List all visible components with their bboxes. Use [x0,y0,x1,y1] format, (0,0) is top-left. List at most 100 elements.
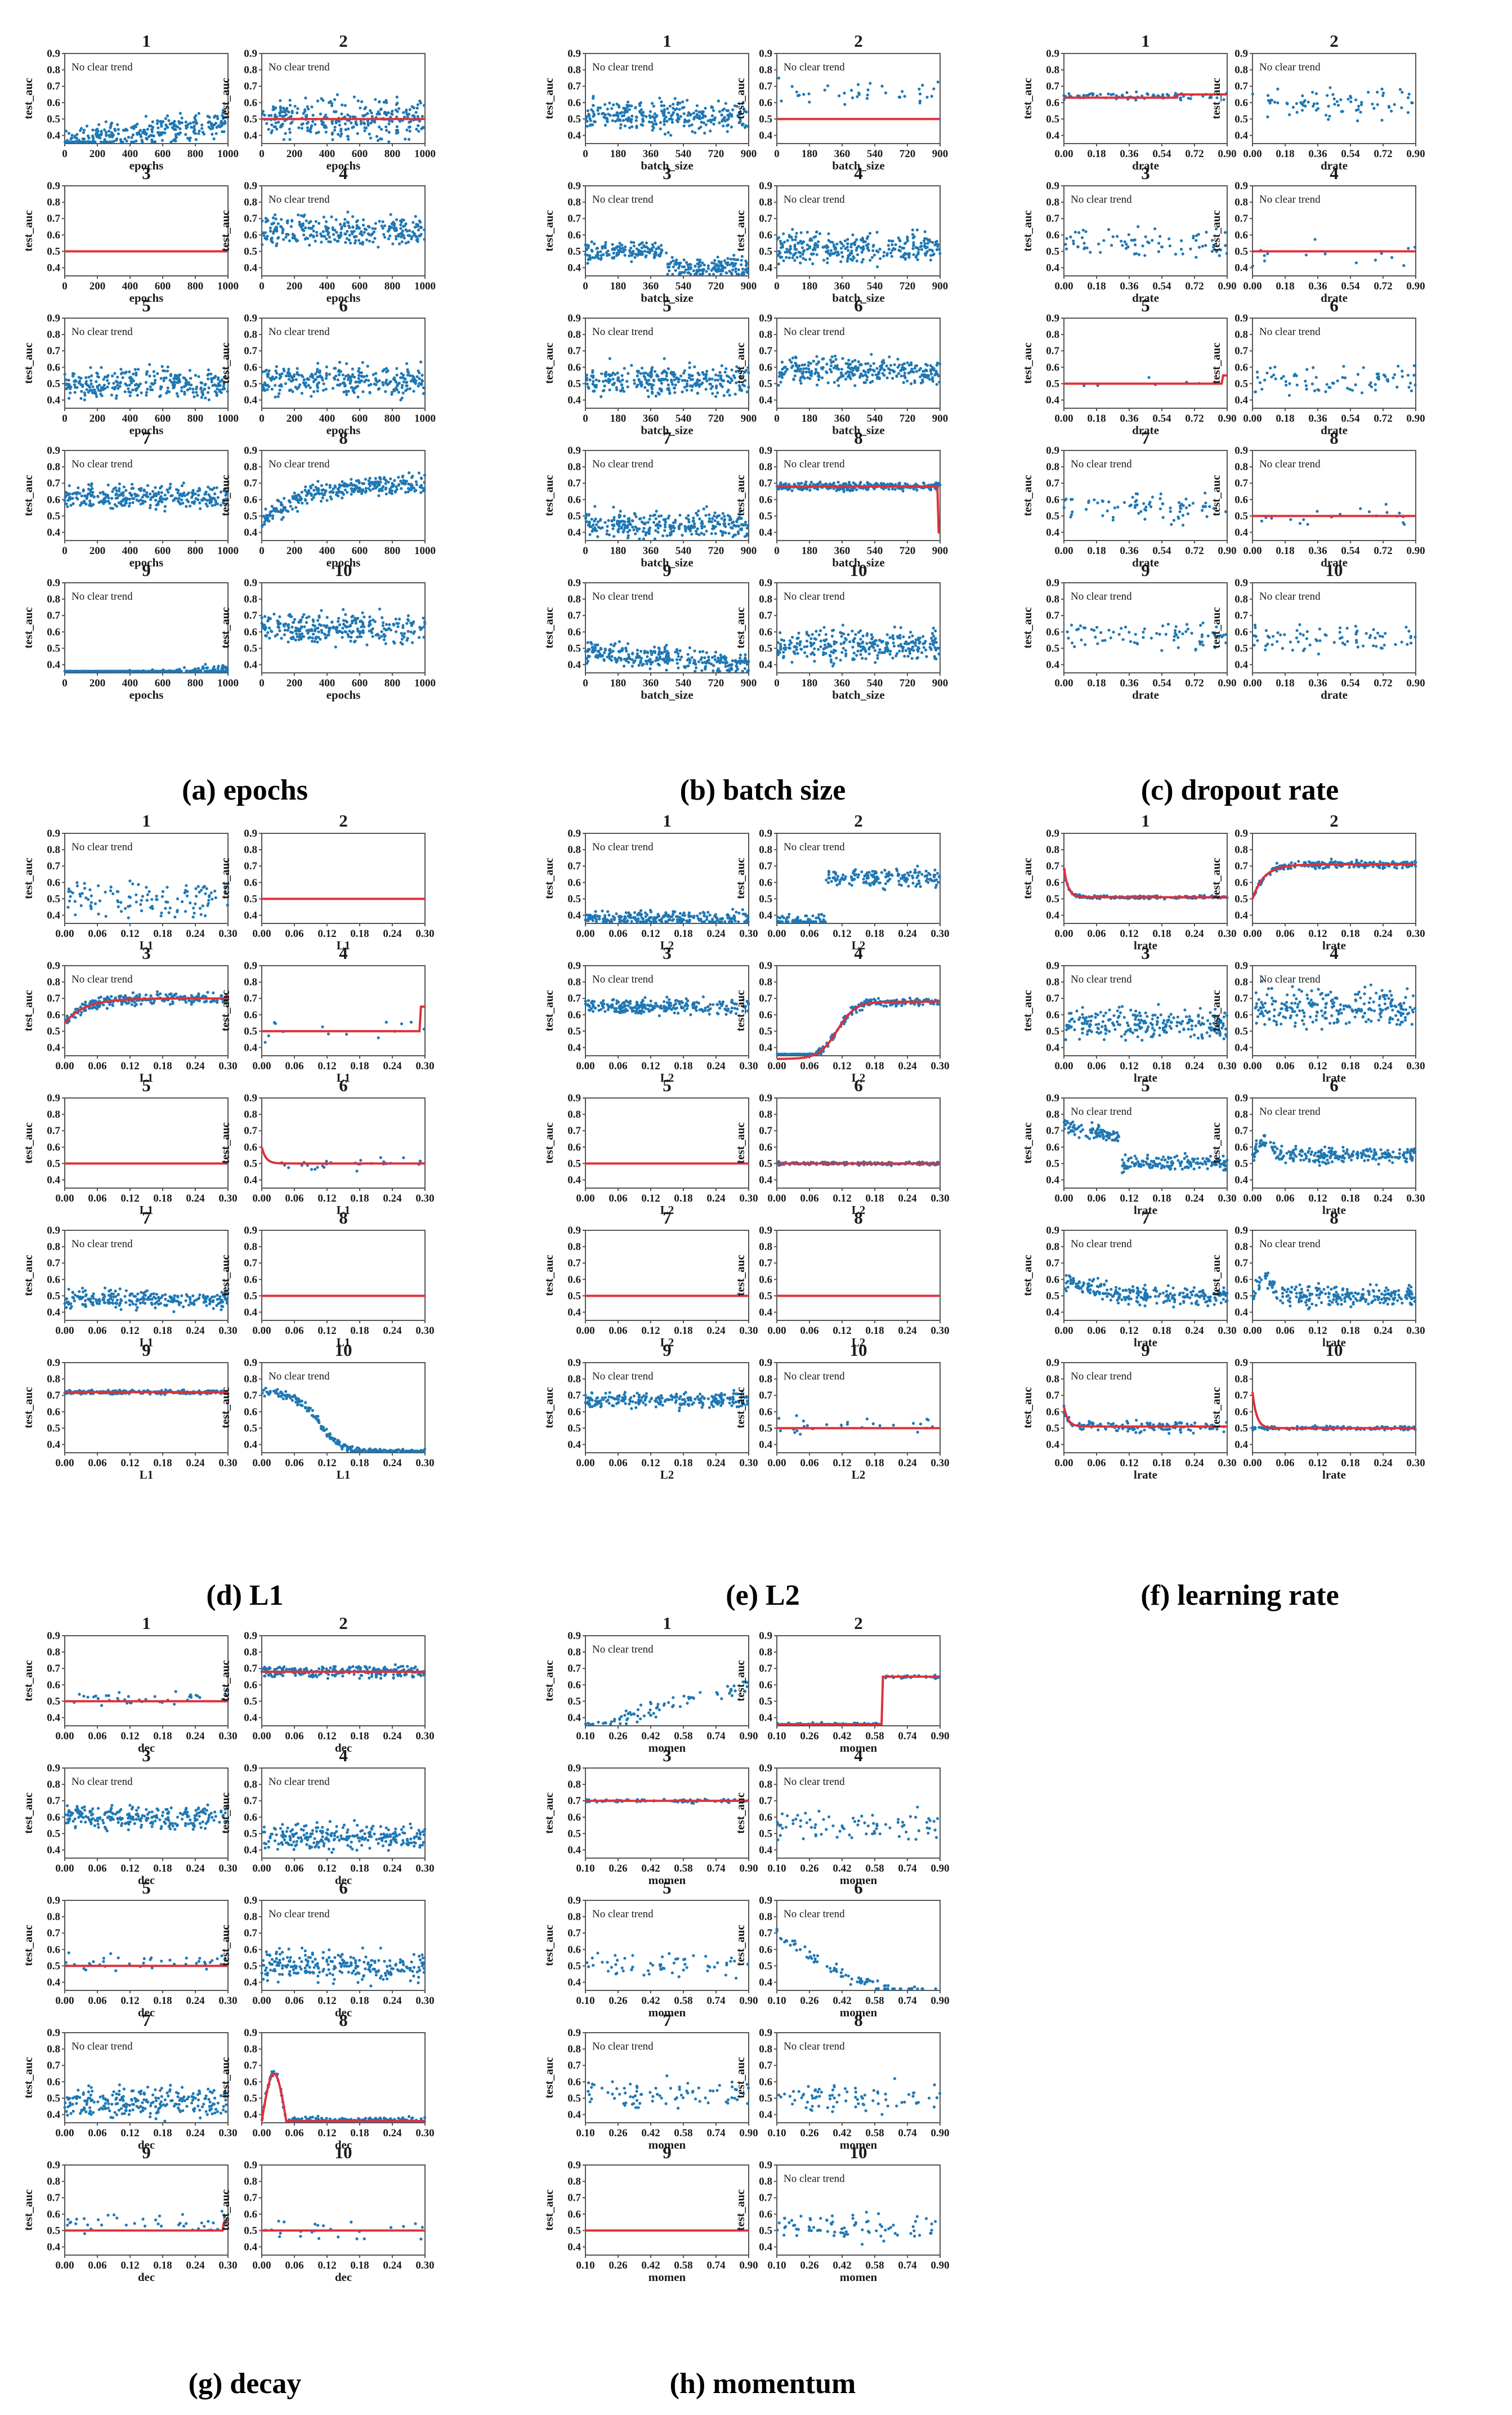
data-point [261,243,264,246]
data-point [650,372,653,376]
data-point [677,377,680,381]
data-point [166,669,169,673]
data-point [150,134,154,137]
data-point [913,367,916,370]
data-point [679,374,683,378]
data-point [652,126,655,130]
data-point [408,108,411,111]
data-point [315,384,319,387]
data-point [273,229,276,233]
data-point [364,106,368,109]
data-point [808,100,811,104]
data-point [935,240,938,243]
data-point [641,241,644,244]
data-point [869,381,872,384]
data-point [857,360,860,364]
data-point [714,532,717,535]
data-point [160,122,163,126]
data-point [708,273,711,276]
data-point [679,115,683,118]
data-point [278,373,281,377]
data-point [799,231,803,234]
data-point [595,254,598,257]
data-point [287,374,290,378]
data-point [134,387,137,391]
data-point [335,239,339,243]
data-point [222,385,225,388]
data-point [309,220,312,223]
data-point [703,131,706,135]
y-tick-label: 0.5 [47,378,60,390]
y-tick-label: 0.8 [244,461,257,473]
data-point [123,137,127,141]
data-point [602,115,606,119]
data-point [124,370,128,374]
data-point [655,122,658,126]
data-point [734,270,737,273]
data-point [630,260,633,264]
data-point [710,532,713,535]
data-point [902,247,906,250]
data-point [856,83,860,86]
data-point [697,127,701,130]
data-point [154,498,158,502]
data-point [288,104,292,107]
data-point [892,370,896,374]
data-point [75,133,79,136]
x-tick-label: 0 [259,413,265,425]
data-point [190,126,193,129]
data-point [615,388,619,391]
data-point [696,262,699,265]
data-point [311,483,315,486]
data-point [669,261,673,264]
data-point [334,485,337,489]
data-point [624,109,627,113]
data-point [656,526,660,530]
data-point [196,489,200,493]
data-point [629,120,633,124]
data-point [80,390,83,393]
data-point [602,380,605,383]
data-point [594,517,597,521]
data-point [710,114,714,118]
data-point [307,383,310,387]
data-point [668,265,671,269]
data-point [401,229,404,233]
data-point [346,220,349,224]
data-point [63,499,66,503]
data-point [936,361,940,365]
data-point [404,490,408,494]
data-point [704,387,708,391]
data-point [333,110,337,114]
data-point [697,385,701,389]
x-tick-label: 0 [583,413,588,425]
x-tick-label: 180 [610,148,627,160]
data-point [148,374,151,378]
data-point [393,389,396,392]
data-point [780,360,784,364]
y-axis-label: test_auc [218,475,232,516]
data-point [320,97,323,100]
data-point [317,614,321,618]
data-point [283,497,286,500]
data-point [189,669,193,673]
data-point [130,494,133,497]
data-point [855,238,858,242]
data-point [277,620,280,624]
y-axis-label: test_auc [218,342,232,383]
data-point [407,113,411,116]
data-point [68,484,71,488]
x-axis-label: epochs [129,291,164,305]
data-point [96,385,99,388]
data-point [71,497,74,500]
data-point [417,385,420,388]
data-point [130,381,133,385]
data-point [745,390,749,394]
data-point [840,242,843,245]
data-point [305,219,308,222]
data-point [321,230,325,233]
data-point [710,261,714,265]
data-point [876,372,880,376]
data-point [829,249,833,252]
x-tick-label: 0 [583,545,588,557]
